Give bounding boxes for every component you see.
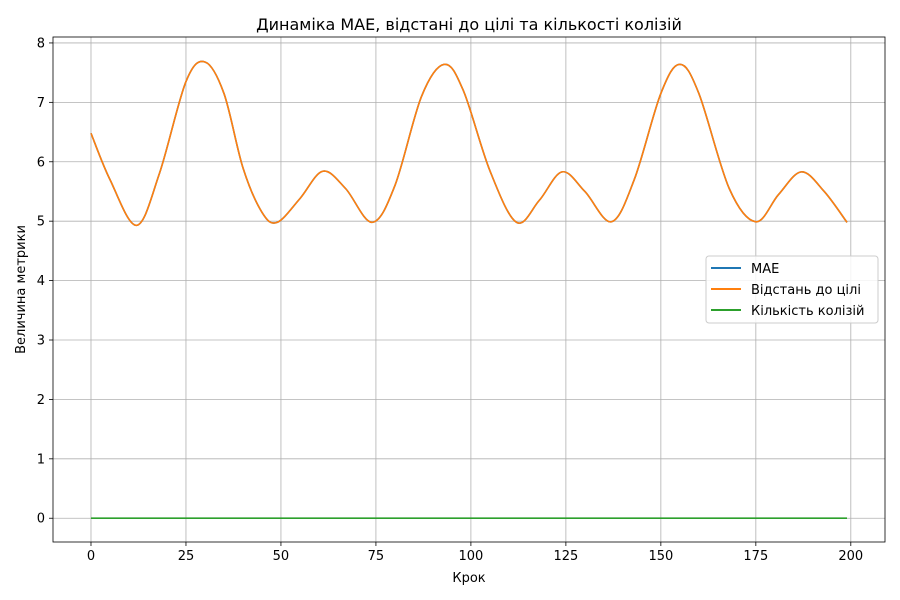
series-line-distance bbox=[90, 60, 848, 227]
x-tick-label: 200 bbox=[838, 549, 863, 564]
x-tick-label: 0 bbox=[87, 549, 95, 564]
y-tick-label: 3 bbox=[37, 334, 45, 349]
x-tick-label: 100 bbox=[458, 549, 483, 564]
legend-label-distance: Відстань до цілі bbox=[751, 283, 861, 298]
x-tick-label: 25 bbox=[178, 549, 195, 564]
y-axis-title: Величина метрики bbox=[14, 225, 29, 354]
y-tick-label: 0 bbox=[37, 512, 45, 527]
legend-label-collisions: Кількість колізій bbox=[751, 304, 865, 319]
y-tick-label: 5 bbox=[37, 215, 45, 230]
legend: MAE Відстань до цілі Кількість колізій bbox=[705, 255, 879, 324]
legend-entry-distance: Відстань до цілі bbox=[711, 283, 861, 298]
x-axis-title: Крок bbox=[452, 571, 485, 586]
x-tick-label: 175 bbox=[743, 549, 768, 564]
legend-entry-mae: MAE bbox=[711, 262, 779, 277]
plot-area-frame bbox=[52, 36, 886, 543]
y-tick-label: 4 bbox=[37, 274, 45, 289]
x-tick-label: 75 bbox=[368, 549, 385, 564]
series-lines bbox=[90, 60, 848, 520]
y-tick-label: 8 bbox=[37, 36, 45, 51]
legend-label-mae: MAE bbox=[751, 262, 779, 277]
x-tick-label: 150 bbox=[648, 549, 673, 564]
x-tick-label: 50 bbox=[273, 549, 290, 564]
axis-ticks: 0 25 50 75 100 125 150 175 200 0 1 2 3 4 5 6 7 8 bbox=[37, 36, 864, 564]
legend-box bbox=[705, 255, 879, 324]
y-tick-label: 2 bbox=[37, 393, 45, 408]
y-tick-label: 6 bbox=[37, 155, 45, 170]
chart-title: Динаміка MAE, відстані до цілі та кілько… bbox=[256, 15, 682, 34]
y-tick-label: 1 bbox=[37, 452, 45, 467]
legend-entry-collisions: Кількість колізій bbox=[711, 304, 865, 319]
y-tick-label: 7 bbox=[37, 96, 45, 111]
x-tick-label: 125 bbox=[553, 549, 578, 564]
